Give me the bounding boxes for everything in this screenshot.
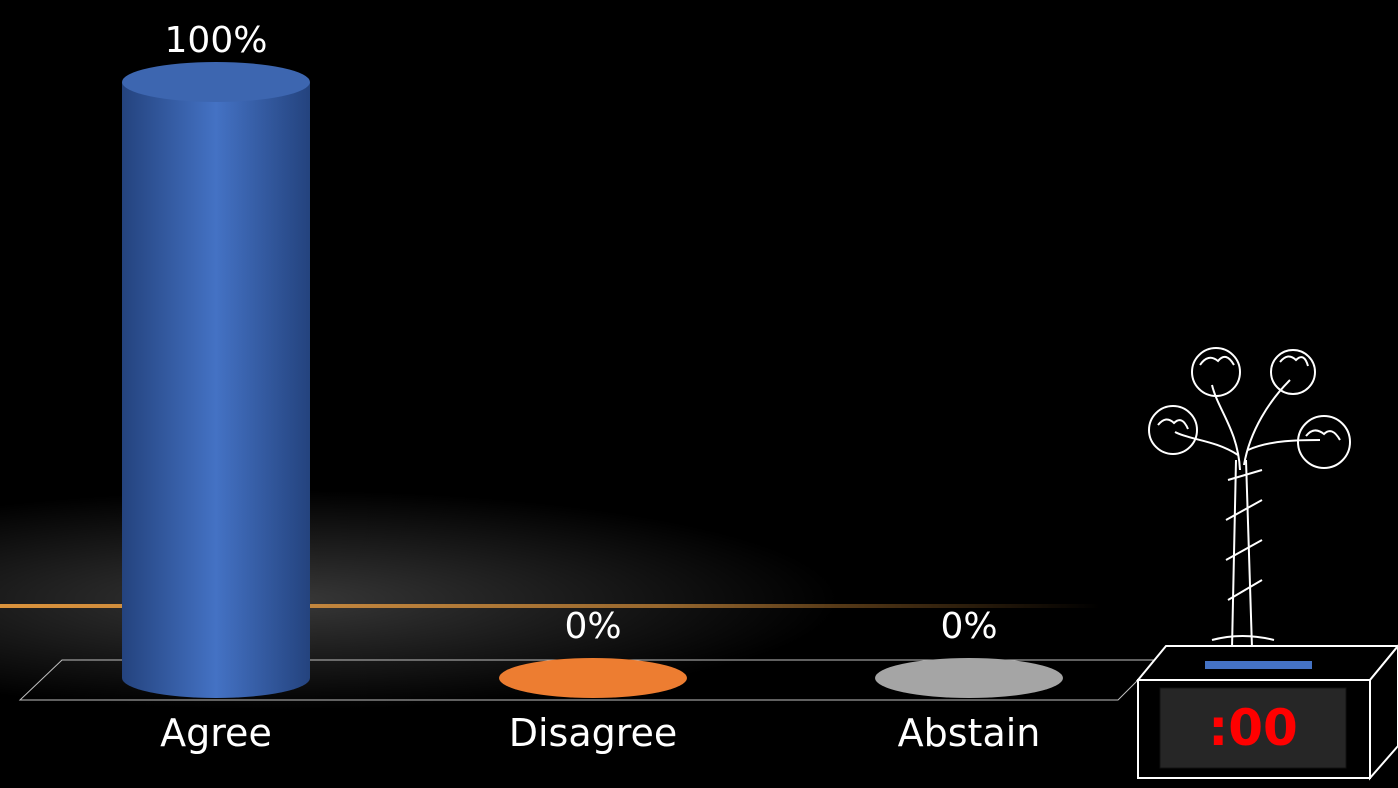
horizon-glow-line [0, 604, 1100, 608]
data-label-agree: 100% [165, 20, 268, 61]
timer-display: :00 [1208, 699, 1298, 757]
category-label-abstain: Abstain [898, 711, 1041, 755]
data-label-disagree: 0% [564, 606, 621, 647]
countdown-timer: :00 [1135, 347, 1398, 781]
category-label-agree: Agree [160, 711, 272, 755]
bars-layer: 100% Agree 0% Disagree 0% Abstain [122, 20, 1063, 755]
bar-disc-disagree [499, 658, 687, 698]
chart-floor [18, 659, 1160, 701]
timer-indicator-bar [1205, 661, 1312, 669]
bar-abstain: 0% Abstain [875, 606, 1063, 755]
bar-top-agree [122, 62, 310, 102]
bar-disagree: 0% Disagree [499, 606, 687, 755]
category-label-disagree: Disagree [509, 711, 678, 755]
data-label-abstain: 0% [940, 606, 997, 647]
bonsai-tree-icon [1148, 347, 1351, 649]
bar-disc-abstain [875, 658, 1063, 698]
timer-screen [1159, 687, 1347, 769]
bar-agree: 100% Agree [122, 20, 310, 755]
bar-body-agree [122, 82, 310, 698]
